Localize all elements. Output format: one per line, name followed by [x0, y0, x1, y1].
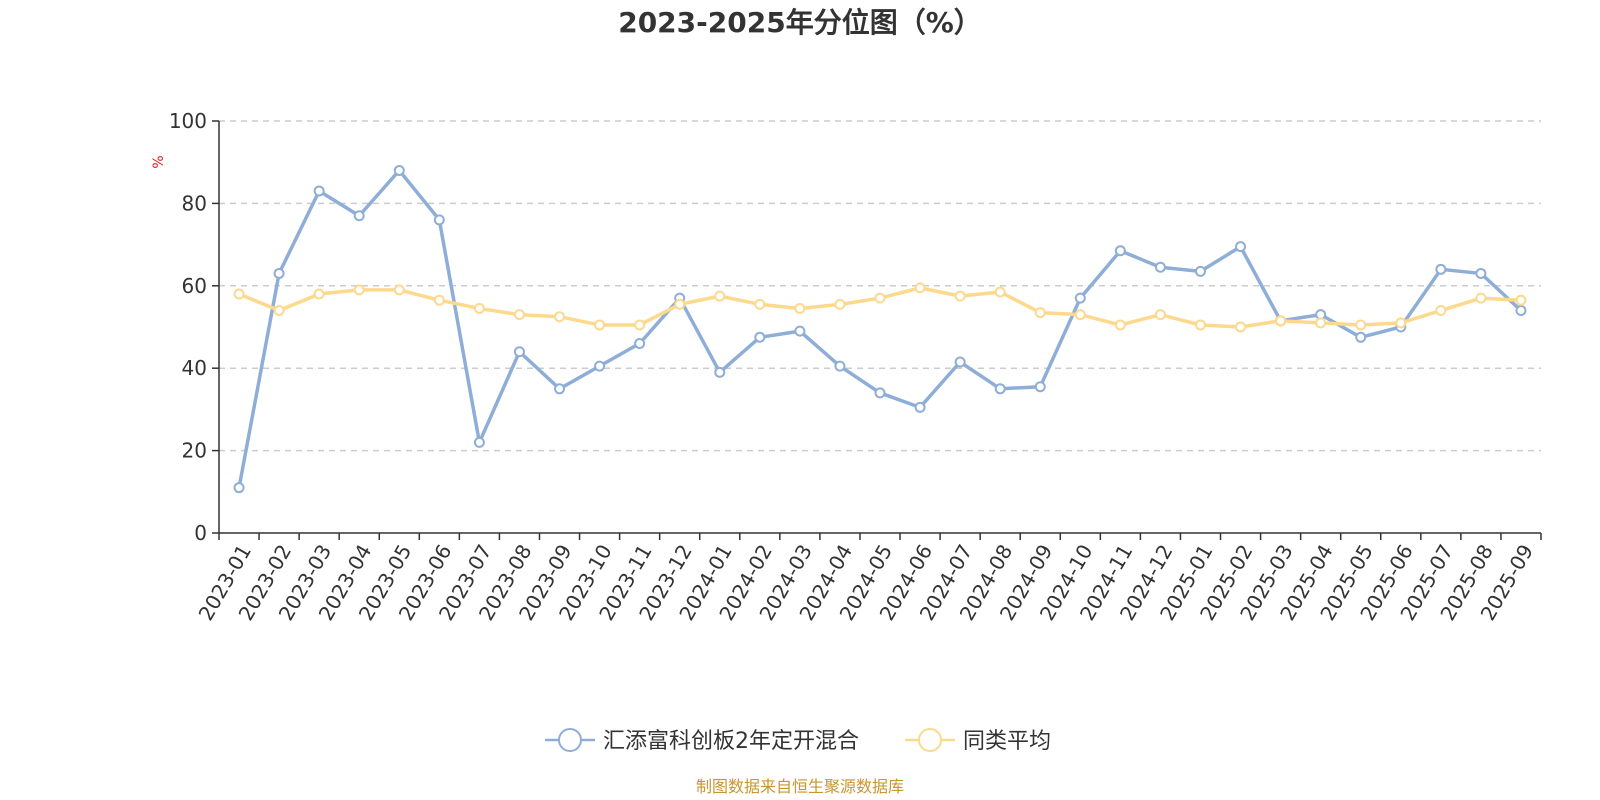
data-point — [834, 298, 846, 310]
series-line — [237, 168, 1523, 489]
data-point — [273, 305, 285, 317]
chart-title: 2023-2025年分位图（%） — [618, 6, 982, 39]
data-point — [433, 214, 445, 226]
series-1 — [233, 164, 1527, 494]
data-point — [313, 288, 325, 300]
source-note: 制图数据来自恒生聚源数据库 — [696, 777, 904, 796]
data-point — [473, 436, 485, 448]
series-2 — [233, 282, 1527, 333]
data-point — [353, 284, 365, 296]
data-point — [714, 290, 726, 302]
data-point — [1475, 292, 1487, 304]
data-point — [1034, 381, 1046, 393]
data-point — [273, 267, 285, 279]
data-point — [1515, 294, 1527, 306]
data-point — [393, 284, 405, 296]
y-axis-label: % — [151, 155, 167, 168]
data-point — [554, 311, 566, 323]
y-tick-label: 20 — [182, 439, 207, 463]
y-tick-labels: 0 20 40 60 80 100 — [169, 109, 207, 545]
data-point — [634, 319, 646, 331]
legend-item: 汇添富科创板2年定开混合 — [545, 728, 859, 754]
data-point — [874, 387, 886, 399]
data-point — [794, 302, 806, 314]
data-point — [313, 185, 325, 197]
data-point — [1355, 331, 1367, 343]
y-tick-label: 100 — [169, 109, 207, 133]
legend-label: 同类平均 — [963, 729, 1051, 754]
data-point — [1355, 319, 1367, 331]
data-point — [1435, 263, 1447, 275]
data-point — [1435, 305, 1447, 317]
axes — [212, 120, 1542, 540]
y-tick-label: 80 — [182, 191, 207, 215]
data-point — [754, 331, 766, 343]
data-point — [233, 288, 245, 300]
legend: 汇添富科创板2年定开混合 同类平均 — [545, 728, 1051, 754]
data-point — [1275, 315, 1287, 327]
legend-marker — [558, 728, 582, 752]
data-point — [1315, 317, 1327, 329]
data-point — [834, 360, 846, 372]
data-point — [473, 302, 485, 314]
data-point — [1114, 319, 1126, 331]
data-point — [634, 337, 646, 349]
data-point — [994, 383, 1006, 395]
data-point — [1235, 321, 1247, 333]
data-point — [874, 292, 886, 304]
data-point — [1154, 309, 1166, 321]
legend-item: 同类平均 — [905, 728, 1051, 754]
data-point — [233, 482, 245, 494]
data-point — [433, 294, 445, 306]
y-tick-label: 60 — [182, 274, 207, 298]
data-point — [714, 366, 726, 378]
data-point — [1235, 241, 1247, 253]
data-point — [914, 282, 926, 294]
data-point — [513, 346, 525, 358]
data-point — [1194, 265, 1206, 277]
data-point — [393, 164, 405, 176]
data-point — [1074, 309, 1086, 321]
legend-marker — [918, 728, 942, 752]
data-point — [1154, 261, 1166, 273]
y-tick-label: 0 — [194, 521, 207, 545]
data-point — [513, 309, 525, 321]
data-point — [954, 356, 966, 368]
data-point — [594, 319, 606, 331]
data-point — [1114, 245, 1126, 257]
data-point — [674, 298, 686, 310]
data-point — [1034, 307, 1046, 319]
data-point — [914, 401, 926, 413]
data-point — [794, 325, 806, 337]
series-layer — [233, 164, 1527, 494]
y-tick-label: 40 — [182, 356, 207, 380]
grid-lines — [219, 120, 1541, 452]
data-point — [594, 360, 606, 372]
data-point — [1395, 317, 1407, 329]
data-point — [1074, 292, 1086, 304]
data-point — [1194, 319, 1206, 331]
data-point — [1515, 305, 1527, 317]
data-point — [1475, 267, 1487, 279]
data-point — [994, 286, 1006, 298]
data-point — [353, 210, 365, 222]
data-point — [754, 298, 766, 310]
legend-label: 汇添富科创板2年定开混合 — [603, 729, 859, 754]
x-tick-labels: 2023-012023-022023-032023-042023-052023-… — [194, 540, 1539, 624]
data-point — [954, 290, 966, 302]
data-point — [554, 383, 566, 395]
